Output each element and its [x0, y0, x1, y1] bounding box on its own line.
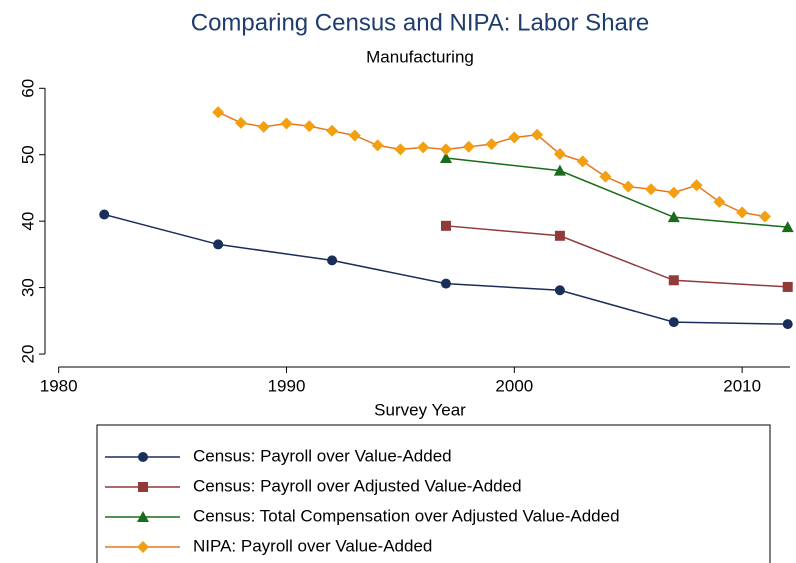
legend-marker [138, 482, 148, 492]
point [668, 317, 679, 328]
y-tick-label: 40 [18, 212, 37, 231]
point [667, 211, 680, 223]
point [782, 281, 793, 292]
x-tick-label: 2000 [495, 376, 533, 395]
legend-label: Census: Total Compensation over Adjusted… [193, 506, 620, 525]
point [440, 220, 451, 231]
legend-marker [137, 541, 149, 553]
y-tick-label: 60 [18, 79, 37, 98]
point [553, 148, 566, 161]
point [485, 138, 498, 151]
point [439, 152, 452, 164]
point [257, 120, 270, 133]
point [234, 116, 247, 129]
legend-marker [138, 452, 148, 462]
point [782, 319, 793, 330]
y-tick-label: 50 [18, 145, 37, 164]
point [213, 239, 224, 250]
legend-box [96, 424, 771, 563]
point [280, 117, 293, 130]
legend-marker [137, 511, 149, 522]
point [599, 170, 612, 183]
point [348, 129, 361, 142]
point [417, 141, 430, 154]
point [667, 186, 680, 199]
legend-label: Census: Payroll over Value-Added [193, 446, 452, 465]
point [713, 195, 726, 208]
point [690, 179, 703, 192]
legend-label: Census: Payroll over Adjusted Value-Adde… [193, 476, 522, 495]
point [736, 206, 749, 219]
point [212, 106, 225, 119]
legend-label: NIPA: Payroll over Value-Added [193, 536, 432, 555]
point [645, 183, 658, 196]
series-line [445, 157, 788, 228]
point [303, 120, 316, 133]
point [531, 128, 544, 141]
point [326, 124, 339, 137]
point [371, 139, 384, 152]
y-tick-label: 20 [18, 345, 37, 364]
point [668, 275, 679, 286]
point [758, 210, 771, 223]
point [554, 285, 565, 296]
point [327, 255, 338, 266]
point [439, 143, 452, 156]
x-axis-label: Survey Year [374, 400, 466, 419]
point [508, 131, 521, 144]
point [440, 278, 451, 289]
series-line [217, 111, 766, 218]
point [781, 221, 794, 233]
x-tick-label: 2010 [723, 376, 761, 395]
point [554, 230, 565, 241]
point [99, 209, 110, 220]
point [394, 143, 407, 156]
chart-title: Comparing Census and NIPA: Labor Share [191, 9, 649, 36]
y-tick-label: 30 [18, 278, 37, 297]
point [553, 164, 566, 176]
series-line [104, 213, 788, 325]
x-tick-label: 1990 [268, 376, 306, 395]
series-line [445, 225, 788, 288]
chart-subtitle: Manufacturing [366, 47, 474, 66]
x-tick-label: 1980 [40, 376, 78, 395]
point [576, 155, 589, 168]
point [622, 180, 635, 193]
point [462, 140, 475, 153]
